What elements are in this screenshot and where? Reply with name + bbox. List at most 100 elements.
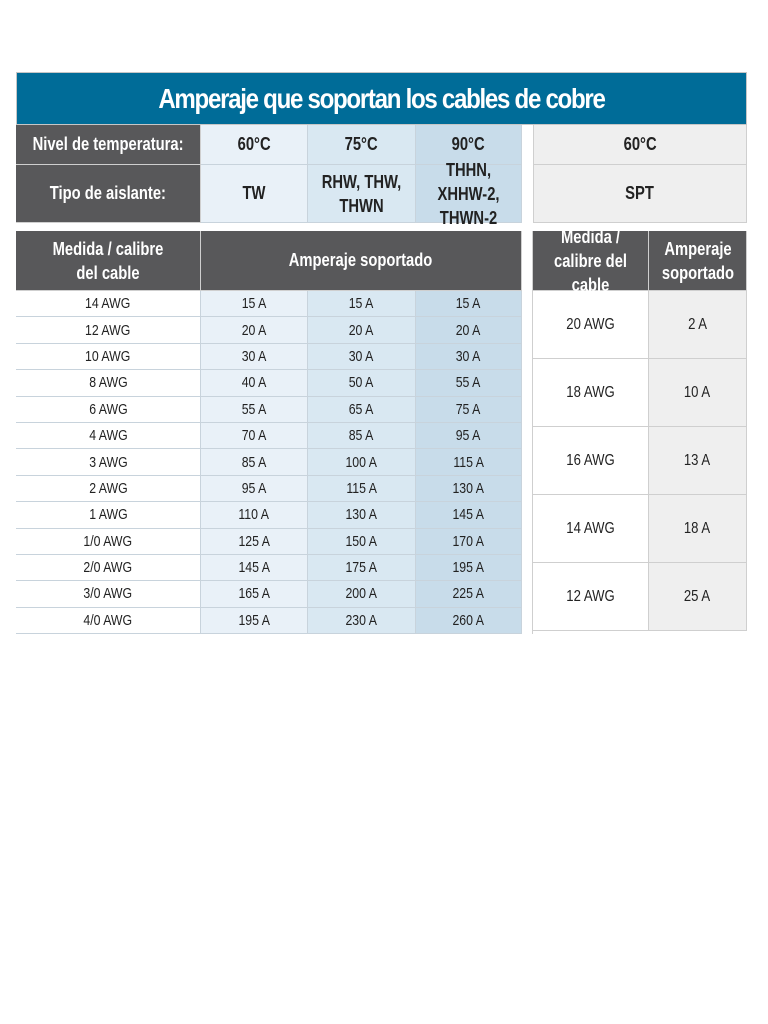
amps-60-cell: 70 A xyxy=(201,422,308,450)
main-col-amps-header: Amperaje soportado xyxy=(201,231,522,291)
temp-60: 60°C xyxy=(201,125,308,165)
amps-75-cell: 130 A xyxy=(308,502,416,529)
main-ampacity-table: Medida / calibre del cable Amperaje sopo… xyxy=(16,231,522,635)
gauge-cell: 6 AWG xyxy=(16,396,201,423)
table-title: Amperaje que soportan los cables de cobr… xyxy=(16,72,747,125)
spt-row: 16 AWG 13 A xyxy=(533,427,747,495)
gauge-cell: 8 AWG xyxy=(16,370,201,397)
gauge-cell: 4/0 AWG xyxy=(16,607,201,635)
temperature-row: Nivel de temperatura: 60°C 75°C 90°C 60°… xyxy=(16,125,747,165)
spt-amps-cell: 13 A xyxy=(649,427,747,495)
spt-row: 20 AWG 2 A xyxy=(533,291,747,359)
spt-row: 14 AWG 18 A xyxy=(533,495,747,563)
amps-90-cell: 30 A xyxy=(416,343,522,371)
amps-90-cell: 115 A xyxy=(416,449,522,476)
amps-60-cell: 30 A xyxy=(201,343,308,371)
gauge-cell: 1 AWG xyxy=(16,502,201,529)
amps-75-cell: 115 A xyxy=(308,475,416,503)
tables-row: Medida / calibre del cable Amperaje sopo… xyxy=(16,227,747,635)
spt-gauge-cell: 12 AWG xyxy=(533,563,649,631)
temp-90: 90°C xyxy=(416,125,522,165)
temp-75: 75°C xyxy=(308,125,416,165)
insulation-rhw: RHW, THW, THWN xyxy=(308,165,416,223)
table-row: 3/0 AWG 165 A 200 A 225 A xyxy=(16,581,522,608)
insulation-label: Tipo de aislante: xyxy=(16,165,201,223)
amps-90-cell: 55 A xyxy=(416,370,522,397)
table-row: 1 AWG 110 A 130 A 145 A xyxy=(16,502,522,529)
amps-75-cell: 175 A xyxy=(308,554,416,582)
amps-90-cell: 75 A xyxy=(416,396,522,423)
spt-amps-cell: 18 A xyxy=(649,495,747,563)
table-row: 8 AWG 40 A 50 A 55 A xyxy=(16,370,522,397)
amps-75-cell: 20 A xyxy=(308,317,416,344)
spt-col-amps-header: Amperaje soportado xyxy=(649,231,747,291)
spt-row: 18 AWG 10 A xyxy=(533,359,747,427)
amps-90-cell: 170 A xyxy=(416,528,522,555)
insulation-tw: TW xyxy=(201,165,308,223)
amps-90-cell: 195 A xyxy=(416,554,522,582)
temperature-label: Nivel de temperatura: xyxy=(16,125,201,165)
amps-60-cell: 145 A xyxy=(201,554,308,582)
amps-60-cell: 20 A xyxy=(201,317,308,344)
ampacity-sheet: Amperaje que soportan los cables de cobr… xyxy=(16,72,747,635)
amps-60-cell: 165 A xyxy=(201,581,308,608)
table-row: 1/0 AWG 125 A 150 A 170 A xyxy=(16,528,522,555)
main-table-body: 14 AWG 15 A 15 A 15 A 12 AWG 20 A 20 A 20 A 10 A… xyxy=(16,291,522,635)
amps-90-cell: 145 A xyxy=(416,502,522,529)
amps-60-cell: 195 A xyxy=(201,607,308,635)
insulation-thhn: THHN, XHHW-2, THWN-2 xyxy=(416,160,522,228)
amps-90-cell: 130 A xyxy=(416,475,522,503)
insulation-row: Tipo de aislante: TW RHW, THW, THWN THHN… xyxy=(16,160,747,228)
amps-75-cell: 100 A xyxy=(308,449,416,476)
table-row: 2 AWG 95 A 115 A 130 A xyxy=(16,475,522,503)
main-col-gauge-header: Medida / calibre del cable xyxy=(16,231,201,291)
table-row: 3 AWG 85 A 100 A 115 A xyxy=(16,449,522,476)
spt-row: 12 AWG 25 A xyxy=(533,563,747,631)
spt-gauge-cell: 20 AWG xyxy=(533,291,649,359)
amps-75-cell: 30 A xyxy=(308,343,416,371)
table-row: 2/0 AWG 145 A 175 A 195 A xyxy=(16,554,522,582)
spt-amps-cell: 10 A xyxy=(649,359,747,427)
amps-90-cell: 15 A xyxy=(416,291,522,318)
table-row: 4/0 AWG 195 A 230 A 260 A xyxy=(16,607,522,635)
gauge-cell: 4 AWG xyxy=(16,422,201,450)
spt-type: SPT xyxy=(533,165,747,223)
gauge-cell: 2 AWG xyxy=(16,475,201,503)
spt-ampacity-table: Medida / calibre del cable Amperaje sopo… xyxy=(532,227,747,635)
amps-75-cell: 85 A xyxy=(308,422,416,450)
amps-60-cell: 110 A xyxy=(201,502,308,529)
amps-60-cell: 125 A xyxy=(201,528,308,555)
gauge-cell: 14 AWG xyxy=(16,291,201,318)
amps-90-cell: 260 A xyxy=(416,607,522,635)
table-row: 12 AWG 20 A 20 A 20 A xyxy=(16,317,522,344)
spt-gauge-cell: 14 AWG xyxy=(533,495,649,563)
gauge-cell: 2/0 AWG xyxy=(16,554,201,582)
gauge-cell: 12 AWG xyxy=(16,317,201,344)
spt-temp: 60°C xyxy=(533,125,747,165)
gauge-cell: 1/0 AWG xyxy=(16,528,201,555)
amps-60-cell: 55 A xyxy=(201,396,308,423)
amps-60-cell: 40 A xyxy=(201,370,308,397)
gauge-cell: 3/0 AWG xyxy=(16,581,201,608)
spt-amps-cell: 2 A xyxy=(649,291,747,359)
amps-60-cell: 15 A xyxy=(201,291,308,318)
amps-75-cell: 200 A xyxy=(308,581,416,608)
amps-90-cell: 95 A xyxy=(416,422,522,450)
gauge-cell: 10 AWG xyxy=(16,343,201,371)
spt-amps-cell: 25 A xyxy=(649,563,747,631)
table-row: 10 AWG 30 A 30 A 30 A xyxy=(16,343,522,371)
spt-gauge-cell: 16 AWG xyxy=(533,427,649,495)
amps-60-cell: 95 A xyxy=(201,475,308,503)
amps-75-cell: 230 A xyxy=(308,607,416,635)
table-row: 4 AWG 70 A 85 A 95 A xyxy=(16,422,522,450)
amps-60-cell: 85 A xyxy=(201,449,308,476)
spt-col-gauge-header: Medida / calibre del cable xyxy=(533,227,649,295)
table-row: 6 AWG 55 A 65 A 75 A xyxy=(16,396,522,423)
table-row: 14 AWG 15 A 15 A 15 A xyxy=(16,291,522,318)
gauge-cell: 3 AWG xyxy=(16,449,201,476)
amps-75-cell: 150 A xyxy=(308,528,416,555)
amps-75-cell: 50 A xyxy=(308,370,416,397)
amps-90-cell: 225 A xyxy=(416,581,522,608)
amps-75-cell: 65 A xyxy=(308,396,416,423)
